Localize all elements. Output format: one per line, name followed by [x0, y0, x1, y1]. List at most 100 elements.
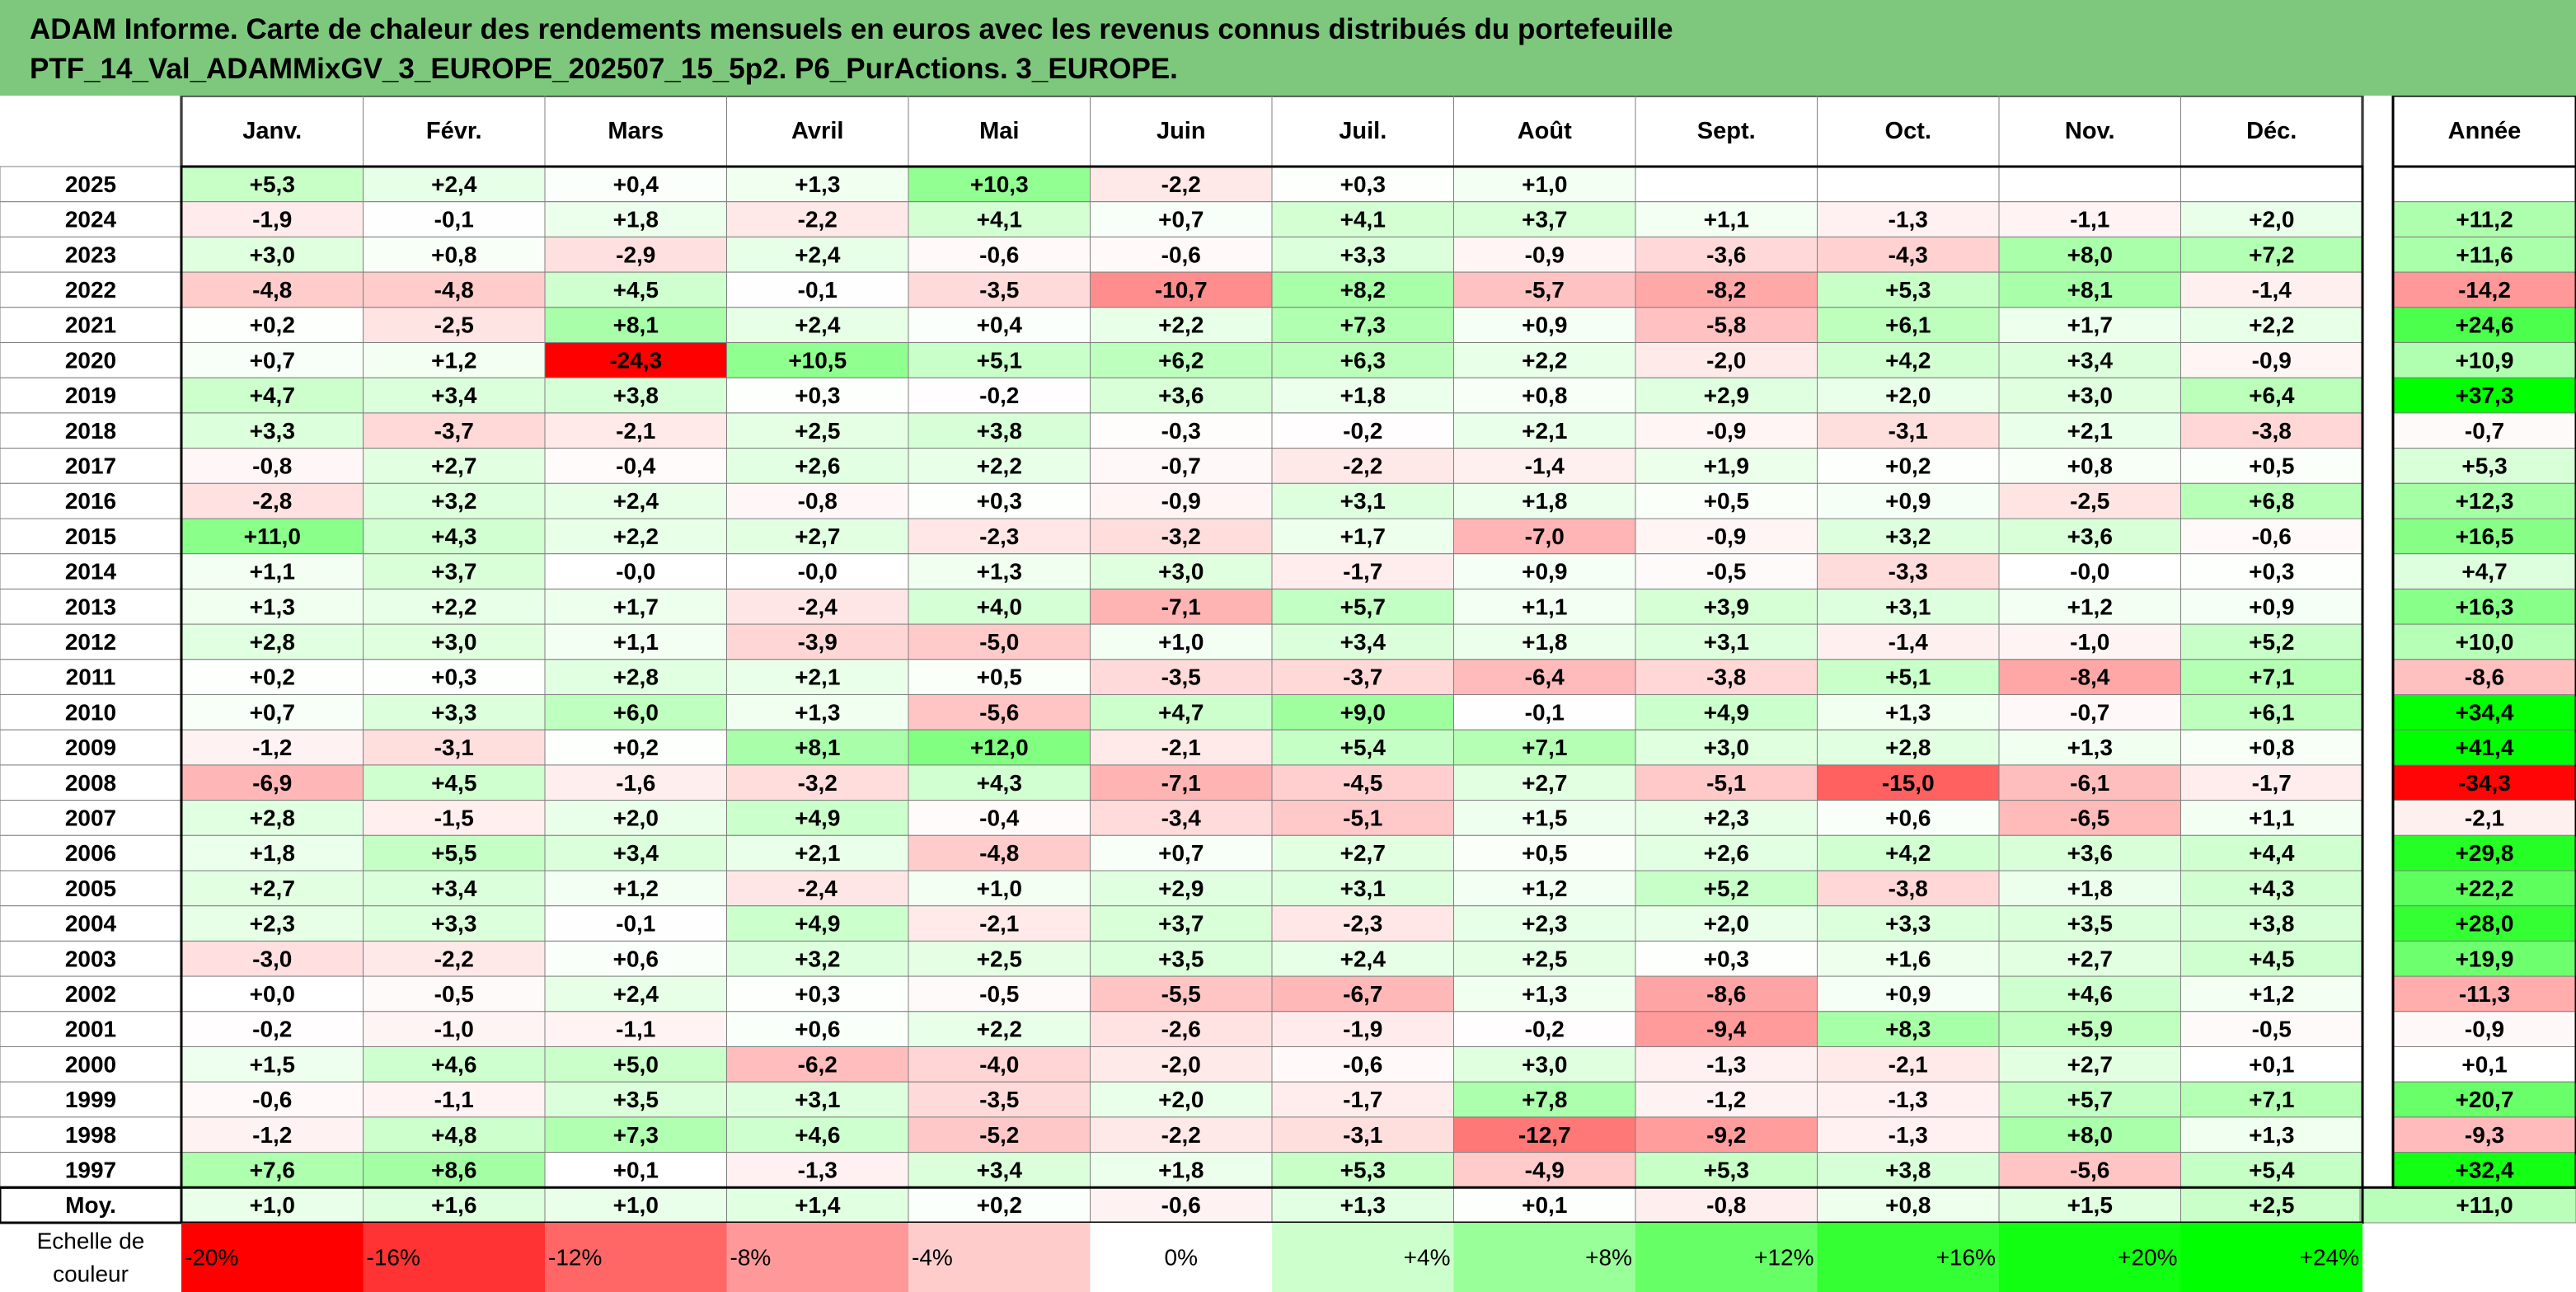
heatmap-cell: [544, 1081, 727, 1118]
heatmap-cell: [544, 377, 727, 414]
heatmap-cell: [1817, 271, 2000, 308]
heatmap-cell-value: -4,8: [252, 277, 292, 303]
year-label: 2017: [65, 453, 116, 478]
color-scale-value: +4%: [1404, 1245, 1451, 1271]
heatmap-cell-value: +1,2: [431, 347, 476, 373]
heatmap-cell-value: +3,4: [613, 840, 659, 866]
heatmap-cell-value: +0,7: [1158, 207, 1204, 233]
annual-cell-value: +37,3: [2456, 383, 2514, 408]
heatmap-cell: [2180, 377, 2363, 414]
heatmap-cell: [181, 1046, 364, 1083]
heatmap-cell-value: -0,6: [252, 1087, 292, 1112]
heatmap-cell: [1090, 271, 1273, 308]
heatmap-cell-value: -3,1: [1889, 418, 1928, 444]
heatmap-cell-value: +0,3: [1340, 171, 1386, 197]
heatmap-cell-value: -0,8: [798, 488, 838, 514]
heatmap-cell: [1271, 166, 1454, 203]
color-scale-swatch: [545, 1223, 727, 1292]
heatmap-cell-value: -0,7: [2070, 699, 2109, 725]
heatmap-cell-value: +2,4: [613, 488, 659, 514]
year-label-cell: [0, 1152, 182, 1188]
heatmap-cell-value: +3,6: [2067, 840, 2113, 866]
heatmap-cell-value: +0,8: [2249, 735, 2294, 760]
chart-title-line-2: PTF_14_Val_ADAMMixGV_3_EUROPE_202507_15_…: [30, 53, 1178, 85]
heatmap-cell-value: +0,0: [250, 981, 295, 1007]
year-label: 2019: [65, 383, 116, 408]
heatmap-cell: [726, 588, 909, 625]
heatmap-cell: [908, 342, 1091, 378]
heatmap-cell-value: -5,7: [1525, 277, 1565, 303]
heatmap-cell-value: -0,7: [1161, 453, 1201, 478]
annual-cell: [2392, 1046, 2576, 1083]
heatmap-cell: [726, 834, 909, 872]
heatmap-cell: [1453, 870, 1636, 907]
heatmap-cell-value: +1,3: [977, 559, 1022, 585]
heatmap-cell-value: +6,1: [1885, 312, 1931, 338]
heatmap-cell-value: -3,1: [1343, 1122, 1382, 1148]
month-header-label: Juil.: [1339, 118, 1387, 144]
heatmap-cell: [1453, 412, 1636, 449]
heatmap-cell-value: +7,1: [1522, 735, 1567, 760]
heatmap-cell: [1271, 975, 1454, 1012]
heatmap-cell: [181, 694, 364, 731]
heatmap-cell-value: +4,5: [2249, 946, 2294, 971]
month-header-label: Mai: [979, 118, 1019, 144]
heatmap-cell: [1090, 1152, 1273, 1188]
month-header-label: Nov.: [2065, 118, 2115, 144]
heatmap-cell-value: +2,4: [795, 242, 841, 267]
color-scale-swatch: [1999, 1223, 2181, 1292]
heatmap-cell-value: +3,5: [613, 1087, 659, 1112]
year-label: 2010: [65, 699, 116, 725]
heatmap-cell-value: +3,3: [1885, 911, 1931, 937]
average-cell: [908, 1186, 1091, 1224]
heatmap-cell: [1453, 764, 1636, 801]
heatmap-cell: [1635, 694, 1818, 731]
heatmap-cell-value: -2,9: [616, 242, 655, 267]
heatmap-cell-value: +3,0: [2067, 383, 2113, 408]
heatmap-cell-value: +0,3: [431, 665, 476, 690]
heatmap-cell-value: -3,5: [979, 277, 1019, 303]
heatmap-cell: [1817, 518, 2000, 555]
heatmap-cell-value: +2,2: [613, 524, 659, 549]
heatmap-cell: [1817, 729, 2000, 766]
heatmap-cell: [181, 975, 364, 1012]
heatmap-cell-value: +0,3: [795, 981, 840, 1007]
heatmap-cell: [1998, 1011, 2181, 1048]
heatmap-cell: [1271, 588, 1454, 625]
heatmap-cell: [1998, 307, 2181, 343]
heatmap-cell-value: +1,1: [1704, 207, 1749, 233]
year-label-cell: [0, 870, 182, 907]
heatmap-cell: [1271, 905, 1454, 942]
heatmap-cell-value: -3,2: [1161, 524, 1201, 549]
year-label: 2020: [65, 347, 116, 373]
heatmap-cell: [1998, 940, 2181, 977]
heatmap-cell-value: -0,2: [1525, 1017, 1565, 1042]
heatmap-cell: [363, 940, 546, 977]
heatmap-cell-value: +2,7: [2067, 946, 2113, 971]
average-label: Moy.: [65, 1192, 116, 1218]
heatmap-cell-value: +3,0: [1704, 735, 1749, 760]
heatmap-cell: [363, 800, 546, 836]
heatmap-cell-value: +1,1: [1522, 594, 1567, 619]
year-label-cell: [0, 377, 182, 414]
heatmap-cell: [1453, 975, 1636, 1012]
heatmap-cell-value: -0,3: [1161, 418, 1201, 444]
heatmap-cell: [726, 1116, 909, 1153]
year-label: 2001: [65, 1017, 116, 1042]
heatmap-cell: [181, 588, 364, 625]
heatmap-cell: [1635, 1152, 1818, 1188]
color-scale-value: +20%: [2118, 1245, 2177, 1271]
heatmap-cell-value: -6,9: [252, 770, 292, 796]
year-label: 2023: [65, 242, 116, 267]
heatmap-cell-value: +5,5: [431, 840, 476, 866]
heatmap-cell-value: +2,7: [2067, 1051, 2113, 1077]
heatmap-cell: [1453, 448, 1636, 484]
heatmap-cell: [544, 518, 727, 555]
heatmap-cell-value: -2,8: [252, 488, 292, 514]
heatmap-cell: [908, 1116, 1091, 1153]
heatmap-cell: [1271, 1046, 1454, 1083]
annual-cell-value: +22,2: [2456, 876, 2514, 901]
heatmap-cell-value: +2,2: [431, 594, 476, 619]
annual-cell: [2392, 975, 2576, 1012]
heatmap-cell: [908, 412, 1091, 449]
